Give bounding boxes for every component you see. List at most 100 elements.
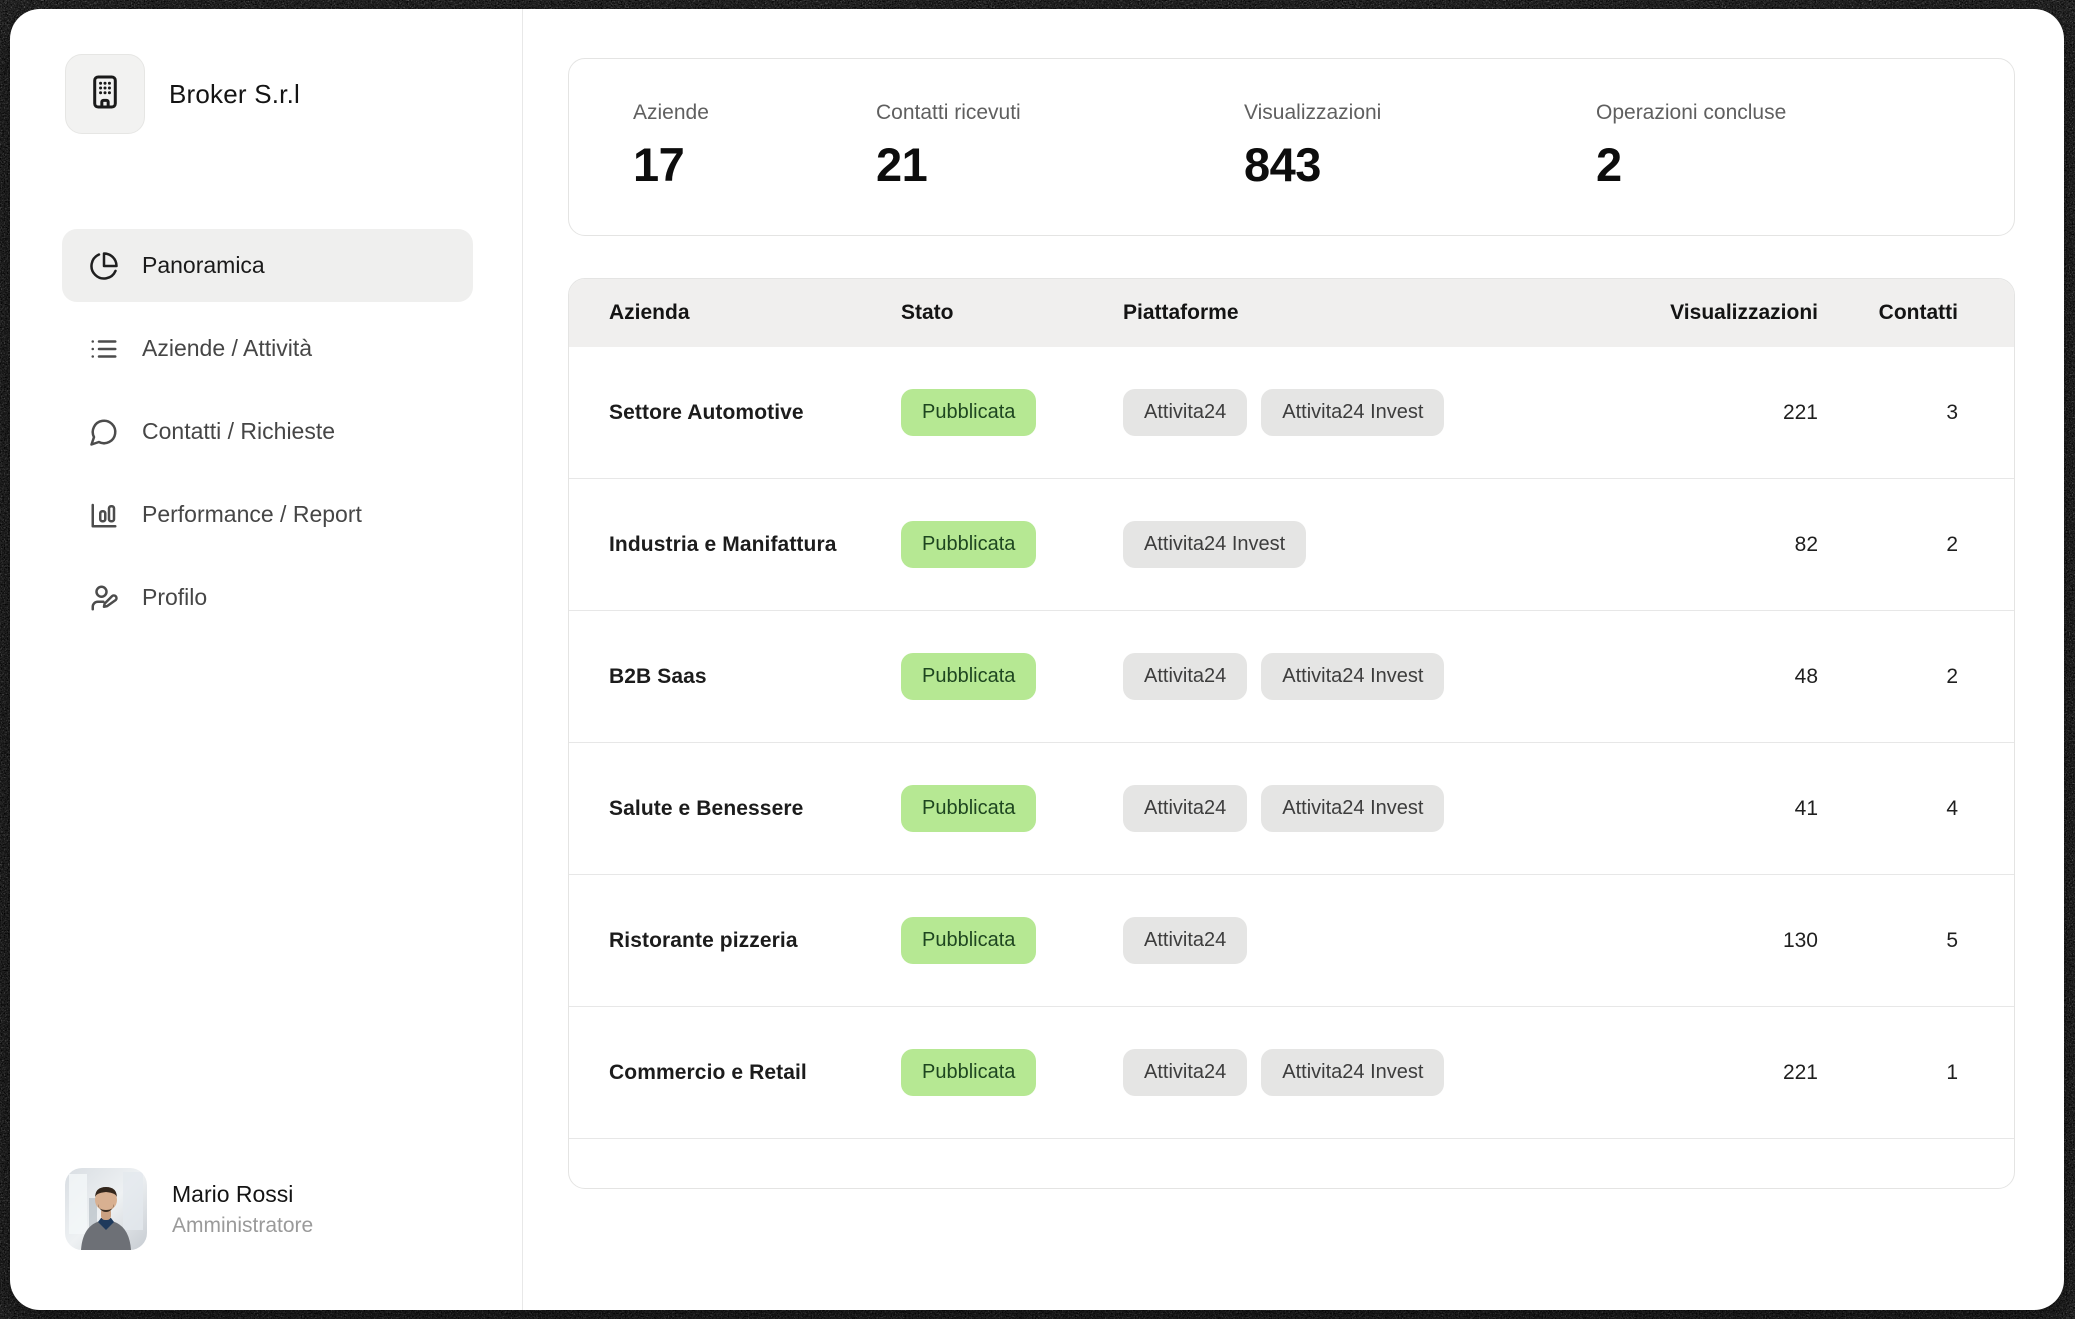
table-row[interactable]: Commercio e Retail Pubblicata Attivita24… [569, 1007, 2014, 1139]
user-meta: Mario Rossi Amministratore [172, 1181, 313, 1238]
column-header-azienda: Azienda [609, 301, 690, 324]
table-row[interactable]: B2B Saas Pubblicata Attivita24 Attivita24… [569, 611, 2014, 743]
list-icon [88, 333, 119, 364]
stat-value: 21 [876, 138, 928, 191]
table-body: Settore Automotive Pubblicata Attivita24… [569, 347, 2014, 1139]
platforms-cell: Attivita24 Attivita24 Invest [1123, 389, 1638, 436]
table-row[interactable]: Salute e Benessere Pubblicata Attivita24… [569, 743, 2014, 875]
contacts-value: 3 [1946, 400, 1958, 424]
sidebar-item-performance-report[interactable]: Performance / Report [62, 478, 473, 551]
sidebar-item-aziende-attivita[interactable]: Aziende / Attività [62, 312, 473, 385]
sidebar-item-label: Performance / Report [142, 501, 362, 527]
user-pen-icon [88, 582, 119, 613]
stat-label: Visualizzazioni [1244, 101, 1382, 124]
table-row[interactable]: Ristorante pizzeria Pubblicata Attivita2… [569, 875, 2014, 1007]
company-name: Salute e Benessere [609, 796, 804, 820]
stat-label: Aziende [633, 101, 709, 124]
views-value: 130 [1782, 928, 1818, 952]
contacts-value: 2 [1946, 664, 1958, 688]
platforms-cell: Attivita24 Invest [1123, 521, 1638, 568]
views-value: 48 [1794, 664, 1818, 688]
status-cell: Pubblicata [901, 785, 1123, 832]
status-cell: Pubblicata [901, 653, 1123, 700]
company-name: Commercio e Retail [609, 1060, 807, 1084]
stat-contatti-ricevuti: Contatti ricevuti 21 [876, 101, 1244, 235]
status-badge: Pubblicata [901, 1049, 1037, 1096]
contacts-value: 1 [1946, 1060, 1958, 1084]
stat-aziende: Aziende 17 [633, 101, 876, 235]
contacts-value: 4 [1946, 796, 1958, 820]
user-profile[interactable]: Mario Rossi Amministratore [65, 1168, 473, 1250]
avatar [65, 1168, 147, 1250]
column-header-piattaforme: Piattaforme [1123, 301, 1239, 324]
platform-badge: Attivita24 [1123, 653, 1248, 700]
column-header-stato: Stato [901, 301, 954, 324]
views-value: 221 [1782, 1060, 1818, 1084]
status-cell: Pubblicata [901, 521, 1123, 568]
contacts-value: 5 [1946, 928, 1958, 952]
platform-badge: Attivita24 Invest [1261, 653, 1445, 700]
platform-badge: Attivita24 [1123, 389, 1248, 436]
sidebar-nav: Panoramica Aziende / Attività Contatti /… [62, 229, 473, 634]
platform-badge: Attivita24 Invest [1261, 389, 1445, 436]
stat-value: 2 [1596, 138, 1622, 191]
platform-badge: Attivita24 Invest [1261, 785, 1445, 832]
sidebar: Broker S.r.l Panoramica Aziende / [10, 9, 523, 1310]
stat-visualizzazioni: Visualizzazioni 843 [1244, 101, 1596, 235]
bar-chart-icon [88, 499, 119, 530]
sidebar-item-label: Profilo [142, 584, 208, 610]
platforms-cell: Attivita24 Attivita24 Invest [1123, 653, 1638, 700]
sidebar-item-contatti-richieste[interactable]: Contatti / Richieste [62, 395, 473, 468]
sidebar-item-label: Contatti / Richieste [142, 418, 336, 444]
status-badge: Pubblicata [901, 785, 1037, 832]
views-value: 41 [1794, 796, 1818, 820]
pie-chart-icon [88, 250, 119, 281]
table-header: Azienda Stato Piattaforme Visualizzazion… [569, 279, 2014, 347]
status-badge: Pubblicata [901, 521, 1037, 568]
platform-badge: Attivita24 [1123, 917, 1248, 964]
sidebar-item-label: Panoramica [142, 252, 265, 278]
status-cell: Pubblicata [901, 389, 1123, 436]
stat-value: 17 [633, 138, 685, 191]
company-name: Settore Automotive [609, 400, 804, 424]
stat-label: Contatti ricevuti [876, 101, 1021, 124]
platforms-cell: Attivita24 Attivita24 Invest [1123, 785, 1638, 832]
app-window: Broker S.r.l Panoramica Aziende / [10, 9, 2064, 1310]
user-role: Amministratore [172, 1213, 314, 1237]
platform-badge: Attivita24 Invest [1261, 1049, 1445, 1096]
company-logo [65, 54, 145, 134]
views-value: 221 [1782, 400, 1818, 424]
table-row[interactable]: Industria e Manifattura Pubblicata Attiv… [569, 479, 2014, 611]
main-content: Aziende 17 Contatti ricevuti 21 Visualiz… [523, 9, 2064, 1310]
building-icon [86, 73, 124, 116]
table-footer [569, 1139, 2014, 1188]
status-cell: Pubblicata [901, 1049, 1123, 1096]
sidebar-item-panoramica[interactable]: Panoramica [62, 229, 473, 302]
sidebar-item-profilo[interactable]: Profilo [62, 561, 473, 634]
status-cell: Pubblicata [901, 917, 1123, 964]
user-name: Mario Rossi [172, 1180, 294, 1207]
contacts-value: 2 [1946, 532, 1958, 556]
platforms-cell: Attivita24 [1123, 917, 1638, 964]
chat-bubble-icon [88, 416, 119, 447]
sidebar-item-label: Aziende / Attività [142, 335, 313, 361]
brand: Broker S.r.l [65, 54, 473, 134]
status-badge: Pubblicata [901, 917, 1037, 964]
status-badge: Pubblicata [901, 389, 1037, 436]
views-value: 82 [1794, 532, 1818, 556]
stat-operazioni-concluse: Operazioni concluse 2 [1596, 101, 1950, 235]
company-name: B2B Saas [609, 664, 707, 688]
platforms-cell: Attivita24 Attivita24 Invest [1123, 1049, 1638, 1096]
company-name: Ristorante pizzeria [609, 928, 798, 952]
platform-badge: Attivita24 [1123, 785, 1248, 832]
brand-name: Broker S.r.l [169, 78, 300, 109]
platform-badge: Attivita24 Invest [1123, 521, 1307, 568]
column-header-visualizzazioni: Visualizzazioni [1670, 301, 1818, 324]
table-row[interactable]: Settore Automotive Pubblicata Attivita24… [569, 347, 2014, 479]
status-badge: Pubblicata [901, 653, 1037, 700]
stat-label: Operazioni concluse [1596, 101, 1787, 124]
platform-badge: Attivita24 [1123, 1049, 1248, 1096]
stat-value: 843 [1244, 138, 1321, 191]
company-name: Industria e Manifattura [609, 532, 837, 556]
companies-table: Azienda Stato Piattaforme Visualizzazion… [568, 278, 2015, 1189]
